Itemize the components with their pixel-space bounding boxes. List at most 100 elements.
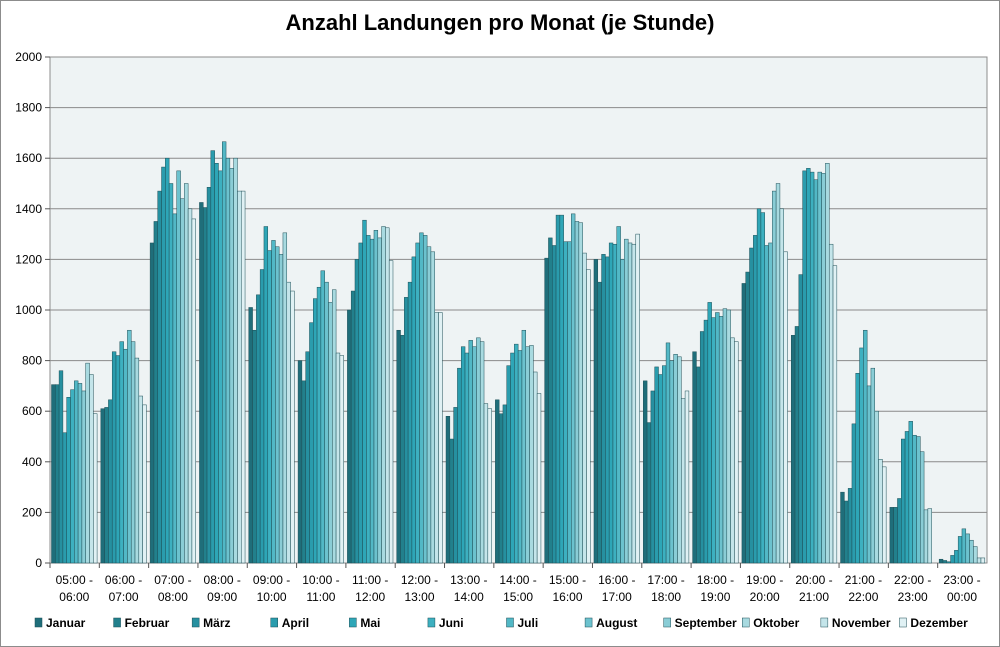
bar-Februar-7: [400, 335, 405, 564]
legend-swatch-Oktober: [742, 617, 750, 628]
x-tick-label: 19:00: [700, 590, 730, 604]
legend-label-Dezember: Dezember: [910, 616, 968, 630]
y-tick-label: 400: [22, 455, 42, 469]
bar-Mai-2: [165, 157, 170, 564]
x-tick-label: 06:00: [59, 590, 89, 604]
bar-Juni-1: [119, 341, 124, 564]
bar-August-9: [521, 329, 526, 564]
bar-Juni-16: [859, 347, 864, 564]
bar-Februar-16: [844, 500, 849, 564]
bar-Januar-17: [889, 507, 894, 564]
bar-März-6: [354, 259, 360, 564]
bar-April-8: [457, 367, 462, 564]
bar-September-15: [821, 173, 826, 564]
bar-August-11: [620, 259, 625, 564]
bar-Mai-3: [214, 163, 219, 564]
bar-Oktober-17: [923, 509, 929, 564]
bar-September-18: [969, 539, 974, 564]
bar-Februar-15: [794, 326, 800, 564]
x-tick-label: 23:00: [898, 590, 928, 604]
bar-April-18: [950, 555, 955, 564]
bar-September-14: [772, 190, 777, 564]
x-tick-label: 20:00 -: [795, 573, 832, 587]
bar-Dezember-6: [388, 260, 394, 564]
bar-April-4: [259, 269, 265, 564]
bar-Januar-12: [643, 380, 648, 564]
x-tick-label: 19:00 -: [746, 573, 783, 587]
x-tick-label: 12:00: [355, 590, 385, 604]
bar-Februar-17: [893, 507, 898, 564]
bar-Dezember-15: [832, 265, 838, 564]
bar-August-7: [423, 235, 428, 564]
bar-Januar-10: [544, 257, 549, 564]
bar-Juli-1: [123, 348, 128, 564]
x-tick-label: 08:00 -: [204, 573, 241, 587]
x-tick-label: 17:00: [602, 590, 632, 604]
bar-Februar-5: [301, 380, 306, 564]
x-tick-label: 09:00: [207, 590, 237, 604]
bar-September-12: [673, 354, 678, 564]
bar-Februar-18: [942, 560, 948, 564]
x-tick-label: 09:00 -: [253, 573, 290, 587]
bar-November-14: [779, 208, 784, 564]
bar-Juli-6: [369, 238, 375, 564]
bar-März-8: [453, 407, 458, 564]
bar-Mai-10: [559, 214, 564, 564]
bar-Dezember-14: [783, 251, 788, 564]
y-tick-label: 1000: [15, 303, 42, 317]
legend-label-November: November: [832, 616, 891, 630]
bar-Juni-11: [612, 243, 618, 564]
bar-Oktober-2: [184, 183, 189, 564]
bar-Juli-2: [172, 213, 177, 564]
bar-Dezember-12: [684, 390, 690, 564]
bar-Oktober-12: [677, 356, 682, 564]
bar-November-11: [631, 243, 637, 564]
bar-Juli-8: [468, 340, 473, 564]
bar-März-14: [749, 247, 754, 564]
x-tick-label: 15:00: [503, 590, 533, 604]
bar-September-6: [377, 237, 382, 564]
legend-swatch-April: [270, 617, 278, 628]
bar-Januar-5: [297, 360, 303, 564]
bar-September-0: [81, 390, 86, 564]
x-tick-label: 14:00 -: [499, 573, 536, 587]
bar-Mai-0: [66, 397, 71, 564]
legend-swatch-März: [191, 617, 200, 628]
bar-Februar-11: [597, 281, 602, 564]
bar-November-8: [483, 403, 489, 564]
bar-Oktober-14: [775, 183, 781, 564]
bar-März-2: [157, 190, 162, 564]
bar-Dezember-7: [438, 312, 443, 564]
x-tick-label: 23:00 -: [943, 573, 980, 587]
bar-März-17: [897, 498, 902, 564]
bar-Dezember-3: [241, 190, 246, 564]
bar-Juni-6: [366, 235, 371, 564]
bar-Dezember-2: [191, 218, 196, 564]
bar-November-9: [533, 371, 538, 564]
bar-November-16: [878, 459, 883, 564]
bar-Dezember-16: [882, 466, 887, 564]
bar-April-1: [111, 351, 117, 564]
y-tick-label: 1400: [15, 202, 42, 216]
bar-April-16: [851, 423, 857, 564]
x-tick-label: 18:00 -: [697, 573, 734, 587]
bar-September-10: [574, 221, 580, 564]
bar-April-2: [161, 166, 166, 564]
x-tick-label: 14:00: [454, 590, 484, 604]
bar-April-9: [506, 365, 511, 564]
bar-September-11: [624, 238, 629, 564]
bar-Februar-13: [696, 366, 701, 564]
x-tick-label: 12:00 -: [401, 573, 438, 587]
bar-November-0: [89, 374, 94, 564]
legend-label-Januar: Januar: [46, 616, 86, 630]
legend-swatch-Juli: [506, 617, 514, 628]
y-tick-label: 1200: [15, 252, 42, 266]
bar-April-13: [703, 319, 709, 564]
bar-März-9: [502, 404, 507, 564]
bar-Mai-11: [608, 242, 614, 564]
legend-swatch-September: [663, 617, 671, 628]
bar-Dezember-10: [586, 269, 591, 564]
bar-Juni-4: [267, 250, 272, 564]
bar-Juli-7: [419, 232, 424, 564]
bar-Mai-16: [855, 373, 860, 564]
